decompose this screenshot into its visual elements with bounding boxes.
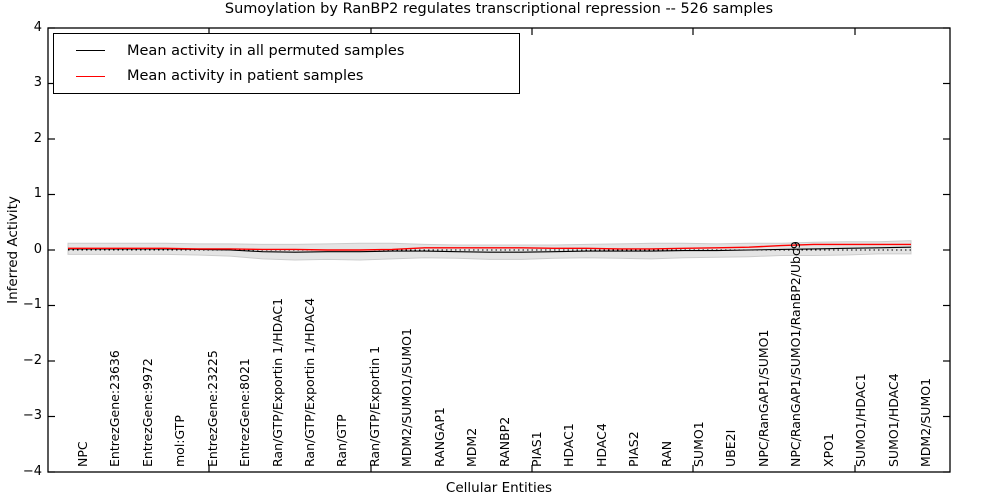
series-line-1 bbox=[68, 243, 911, 251]
x-tick-label: PIAS2 bbox=[626, 431, 642, 467]
x-tick-label: HDAC1 bbox=[561, 423, 577, 467]
x-tick-label: Ran/GTP bbox=[334, 414, 350, 467]
legend-label-permuted: Mean activity in all permuted samples bbox=[127, 42, 405, 59]
x-tick-label: PIAS1 bbox=[528, 431, 544, 467]
legend-label-patient: Mean activity in patient samples bbox=[127, 68, 364, 85]
x-tick-label: Ran/GTP/Exportin 1 bbox=[366, 345, 382, 467]
x-tick-label: SUMO1/HDAC1 bbox=[853, 373, 869, 467]
x-tick-label: UBE2I bbox=[723, 429, 739, 467]
x-tick-label: EntrezGene:23636 bbox=[107, 350, 123, 467]
y-tick-label: 1 bbox=[33, 186, 42, 201]
x-tick-label: XPO1 bbox=[820, 433, 836, 467]
x-tick-label: NPC/RanGAP1/SUMO1 bbox=[755, 329, 771, 467]
x-axis-label: Cellular Entities bbox=[445, 480, 553, 496]
spread-band bbox=[67, 240, 912, 261]
x-tick-label: EntrezGene:9972 bbox=[139, 358, 155, 467]
y-tick-label: −4 bbox=[22, 463, 42, 479]
y-tick-label: 0 bbox=[33, 241, 42, 257]
chart-title: Sumoylation by RanBP2 regulates transcri… bbox=[224, 1, 774, 17]
x-tick-label: Ran/GTP/Exportin 1/HDAC1 bbox=[269, 297, 285, 467]
x-tick-label: RANGAP1 bbox=[431, 407, 447, 467]
black-line-sample-icon bbox=[76, 50, 105, 52]
x-tick-label: RANBP2 bbox=[496, 416, 512, 467]
y-tick-label: −3 bbox=[22, 408, 42, 423]
y-tick-label: 3 bbox=[33, 75, 42, 90]
x-tick-label: EntrezGene:23225 bbox=[204, 350, 220, 467]
x-tick-label: HDAC4 bbox=[593, 423, 609, 467]
x-tick-label: MDM2 bbox=[464, 427, 480, 467]
legend-item-permuted: Mean activity in all permuted samples bbox=[54, 38, 519, 64]
series-line-0 bbox=[68, 246, 912, 253]
legend: Mean activity in all permuted samples Me… bbox=[53, 33, 520, 94]
x-tick-label: EntrezGene:8021 bbox=[237, 358, 253, 467]
x-tick-label: Ran/GTP/Exportin 1/HDAC4 bbox=[301, 297, 317, 467]
red-line-sample-icon bbox=[76, 75, 105, 77]
x-tick-label: RAN bbox=[658, 440, 674, 467]
x-tick-label: SUMO1 bbox=[691, 421, 707, 467]
x-tick-label: mol:GTP bbox=[172, 415, 188, 467]
x-tick-label: MDM2/SUMO1/SUMO1 bbox=[399, 328, 415, 467]
y-tick-label: 4 bbox=[33, 19, 42, 35]
x-tick-label: NPC/RanGAP1/SUMO1/RanBP2/Ubc9 bbox=[788, 241, 804, 467]
y-tick-label: −1 bbox=[22, 297, 42, 312]
y-tick-label: −2 bbox=[22, 352, 42, 368]
x-tick-label: NPC bbox=[75, 441, 90, 467]
y-tick-label: 2 bbox=[33, 130, 42, 146]
legend-item-patient: Mean activity in patient samples bbox=[54, 64, 519, 90]
x-tick-label: MDM2/SUMO1 bbox=[918, 377, 933, 467]
x-tick-label: SUMO1/HDAC4 bbox=[885, 373, 901, 467]
